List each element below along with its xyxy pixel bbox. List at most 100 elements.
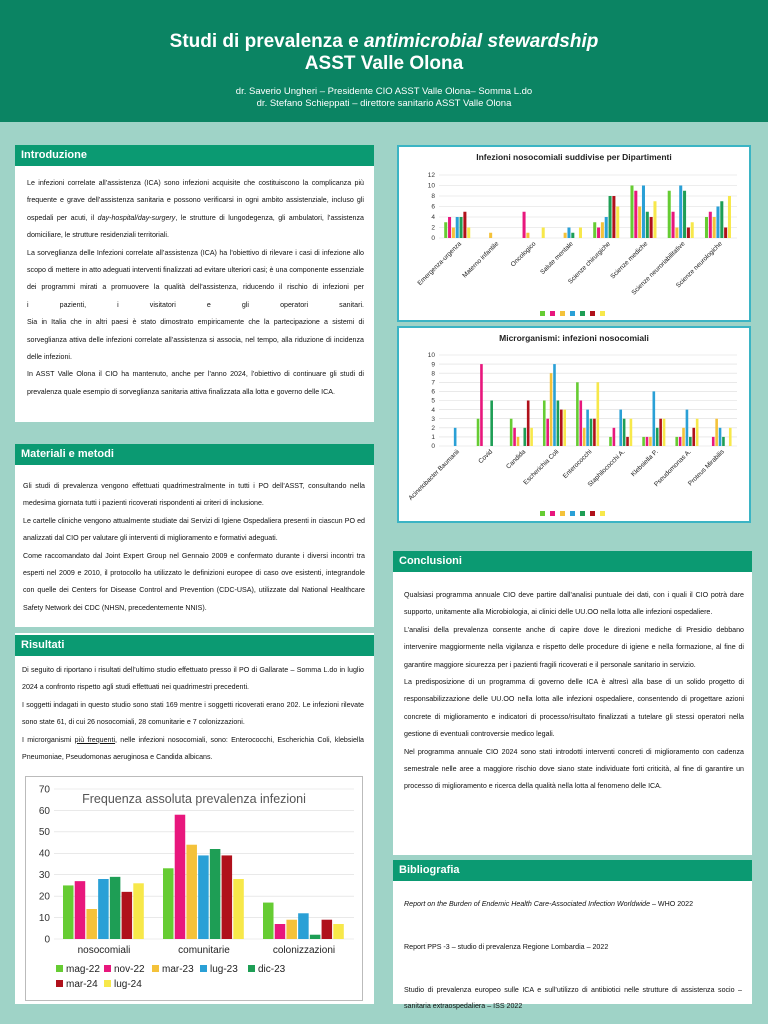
results-paragraph: I soggetti indagati in questo studio son… — [22, 700, 364, 727]
bar — [593, 222, 597, 238]
y-tick-label: 9 — [431, 361, 435, 368]
bar — [720, 201, 724, 238]
bar — [286, 919, 297, 939]
y-tick-label: 50 — [39, 827, 51, 838]
results-paragraph: I microrganismi più frequenti, nelle inf… — [22, 732, 364, 767]
chart-departments: Infezioni nosocomiali suddivise per Dipa… — [416, 152, 737, 316]
category-label: Escherichia Coli — [522, 448, 560, 486]
category-label: Materno infantile — [461, 240, 500, 279]
bar — [645, 211, 649, 238]
bar — [600, 222, 604, 238]
category-label: Salute mentale — [539, 240, 575, 276]
y-tick-label: 5 — [431, 398, 435, 405]
chart-title: Frequenza assoluta prevalenza infezioni — [82, 792, 306, 806]
bar — [616, 206, 620, 238]
legend-swatch — [248, 965, 255, 972]
bar — [649, 217, 653, 238]
intro-paragraph: La sorveglianza delle Infezioni correlat… — [27, 248, 364, 292]
legend-label: mar-24 — [66, 979, 98, 990]
bar — [682, 427, 685, 446]
bar — [513, 427, 516, 446]
legend-swatch — [200, 965, 207, 972]
legend-swatch — [540, 511, 545, 516]
bar — [542, 400, 546, 446]
legend-swatch — [600, 511, 605, 516]
bar — [209, 849, 221, 939]
bar — [619, 409, 623, 446]
bar — [667, 190, 671, 238]
legend-label: nov-22 — [114, 964, 145, 975]
bar — [716, 206, 720, 238]
bar — [641, 185, 645, 238]
bar — [579, 400, 583, 446]
bibliography-item: Studio di prevalenza europeo sulle ICA e… — [404, 986, 742, 1010]
legend-swatch — [104, 965, 111, 972]
conclusions-paragraph: L’analisi della prevalenza consente anch… — [404, 625, 744, 669]
bar — [567, 227, 571, 238]
bar — [121, 891, 133, 939]
bar — [467, 227, 471, 238]
bar — [541, 227, 545, 238]
legend-swatch — [590, 511, 595, 516]
bar — [74, 881, 86, 939]
legend-swatch — [540, 311, 545, 316]
category-label: colonizzazioni — [273, 945, 335, 956]
methods-text: Gli studi di prevalenza vengono effettua… — [23, 478, 365, 617]
bar — [63, 885, 74, 939]
bar — [722, 436, 725, 446]
legend-label: mag-22 — [66, 964, 100, 975]
y-tick-label: 60 — [39, 806, 51, 817]
bar — [653, 201, 657, 238]
chart-microorganisms: Microrganismi: infezioni nosocomiali 0 1 2 3… — [407, 333, 737, 516]
results-p3-b: , nelle infezioni nosocomiali, sono: Ent… — [22, 735, 364, 762]
category-label: Scienze chirurgiche — [567, 240, 612, 285]
bibliography-title: Bibliografia — [393, 860, 752, 881]
bar — [109, 876, 121, 939]
bar — [163, 868, 174, 939]
bar — [626, 436, 629, 446]
bar — [309, 934, 321, 939]
bar — [593, 418, 596, 446]
bibliography-panel: Bibliografia Report on the Burden of End… — [393, 860, 752, 1010]
bar — [649, 436, 652, 446]
y-tick-label: 0 — [431, 235, 435, 242]
y-tick-label: 2 — [431, 425, 435, 432]
legend-label: dic-23 — [258, 964, 286, 975]
bibliography-list: Report on the Burden of Endemic Health C… — [404, 896, 742, 1014]
bar — [444, 222, 448, 238]
methods-panel: Materiali e metodi Gli studi di prevalen… — [15, 444, 374, 627]
bar — [463, 211, 467, 238]
bar — [563, 409, 567, 446]
results-paragraph: Di seguito di riportano i risultati dell… — [22, 666, 364, 692]
bar — [645, 436, 649, 446]
author-1: dr. Saverio Ungheri – Presidente CIO ASS… — [235, 86, 533, 97]
intro-p1-italic: day-hospital/day-surgery — [97, 213, 176, 222]
y-tick-label: 40 — [39, 849, 51, 860]
results-title: Risultati — [15, 635, 374, 656]
bar — [86, 909, 97, 939]
bar — [597, 227, 601, 238]
intro-paragraph: Le infezioni correlate all’assistenza (I… — [27, 175, 364, 245]
bar — [298, 913, 309, 939]
bar — [662, 418, 666, 446]
bar — [692, 427, 696, 446]
bar — [634, 190, 638, 238]
legend-swatch — [560, 511, 565, 516]
legend-swatch — [56, 965, 63, 972]
bar — [596, 382, 600, 446]
category-label: Covid — [477, 448, 494, 465]
y-tick-label: 4 — [431, 407, 435, 414]
y-tick-label: 12 — [428, 172, 436, 179]
bar — [724, 227, 728, 238]
category-label: comunitarie — [178, 945, 230, 956]
legend-swatch — [570, 311, 575, 316]
bar — [489, 232, 493, 238]
category-label: Scienze mediche — [609, 240, 649, 280]
bar — [549, 373, 553, 446]
y-tick-label: 10 — [428, 352, 436, 359]
bar — [274, 924, 286, 939]
bar — [659, 418, 662, 446]
y-tick-label: 0 — [431, 443, 435, 450]
bar — [522, 211, 526, 238]
intro-title: Introduzione — [15, 145, 374, 166]
